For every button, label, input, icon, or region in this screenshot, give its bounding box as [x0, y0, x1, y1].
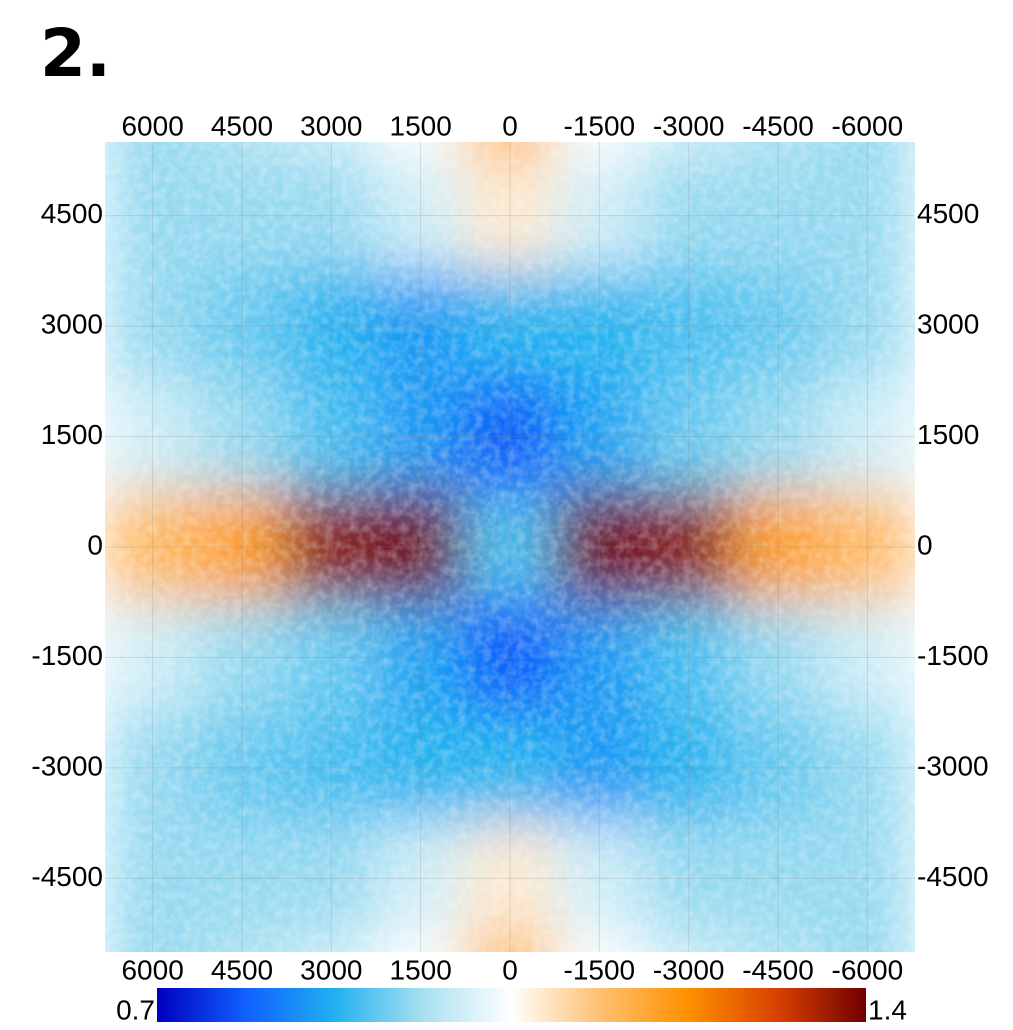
x-tick-label: -1500	[564, 110, 636, 141]
y-tick-label: 1500	[917, 419, 979, 450]
colorbar	[157, 988, 866, 1022]
chart-title: 2.	[40, 15, 111, 92]
x-tick-label: 6000	[121, 110, 183, 141]
x-tick-label: 3000	[300, 954, 362, 985]
x-tick-label: -4500	[742, 110, 814, 141]
y-tick-label: 0	[87, 529, 103, 560]
x-tick-label: 4500	[211, 954, 273, 985]
x-tick-label: -4500	[742, 954, 814, 985]
y-tick-label: 3000	[917, 308, 979, 339]
y-tick-label: -4500	[917, 861, 989, 892]
grid	[105, 142, 915, 952]
x-tick-label: 1500	[390, 110, 452, 141]
x-tick-label: 1500	[390, 954, 452, 985]
x-tick-label: 0	[502, 110, 518, 141]
y-tick-label: 4500	[917, 198, 979, 229]
y-tick-label: -3000	[917, 750, 989, 781]
x-tick-label: 4500	[211, 110, 273, 141]
x-tick-label: -1500	[564, 954, 636, 985]
colorbar-label: 0.7	[116, 994, 155, 1025]
y-tick-label: -1500	[31, 640, 103, 671]
x-tick-label: -6000	[832, 954, 904, 985]
y-tick-label: 0	[917, 529, 933, 560]
y-tick-label: 1500	[41, 419, 103, 450]
y-tick-label: 3000	[41, 308, 103, 339]
plot-area	[105, 142, 915, 952]
y-tick-label: -4500	[31, 861, 103, 892]
x-tick-label: 3000	[300, 110, 362, 141]
x-tick-label: -6000	[832, 110, 904, 141]
x-tick-label: -3000	[653, 954, 725, 985]
y-tick-label: -1500	[917, 640, 989, 671]
x-tick-label: 0	[502, 954, 518, 985]
x-tick-label: -3000	[653, 110, 725, 141]
x-tick-label: 6000	[121, 954, 183, 985]
y-tick-label: -3000	[31, 750, 103, 781]
y-tick-label: 4500	[41, 198, 103, 229]
texture	[105, 142, 915, 952]
colorbar-label: 1.4	[868, 994, 907, 1025]
